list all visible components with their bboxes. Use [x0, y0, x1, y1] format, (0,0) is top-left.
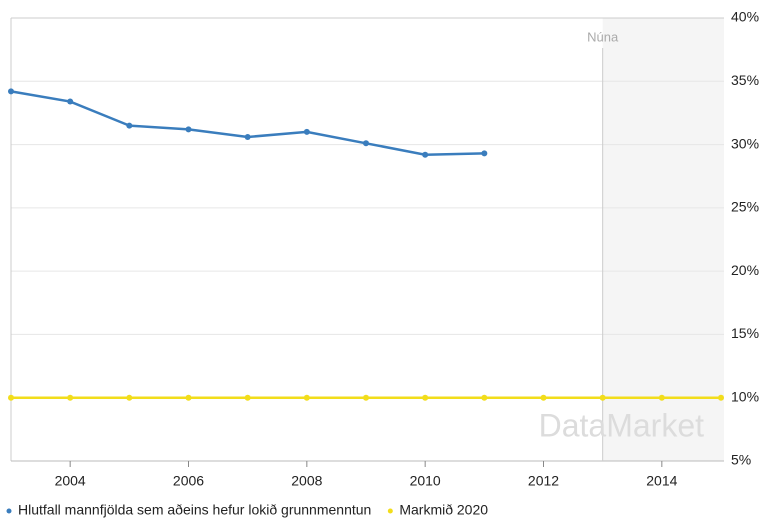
- legend-label: Markmið 2020: [399, 502, 488, 518]
- series-point: [422, 151, 429, 158]
- legend-marker: [6, 508, 12, 514]
- series-point: [185, 394, 192, 401]
- y-tick-label: 35%: [731, 72, 759, 88]
- series-point: [363, 140, 369, 147]
- y-tick-label: 15%: [731, 325, 759, 341]
- series-point: [658, 394, 665, 401]
- series-point: [185, 126, 192, 133]
- series-point: [481, 150, 488, 157]
- series-point: [67, 394, 74, 401]
- series-point: [303, 128, 310, 135]
- series-point: [8, 394, 14, 401]
- series-point: [126, 122, 133, 129]
- now-label: Núna: [587, 29, 619, 44]
- legend-label: Hlutfall mannfjölda sem aðeins hefur lok…: [18, 502, 371, 518]
- series-point: [67, 98, 74, 105]
- series-point: [363, 394, 369, 401]
- series-point: [540, 394, 547, 401]
- series-point: [481, 394, 488, 401]
- series-point: [244, 394, 251, 401]
- future-region: [602, 18, 724, 461]
- x-tick-label: 2008: [291, 473, 322, 489]
- y-tick-label: 30%: [731, 135, 759, 151]
- x-tick-label: 2014: [646, 473, 677, 489]
- x-tick-label: 2004: [55, 473, 86, 489]
- series-point: [8, 88, 14, 95]
- y-tick-label: 10%: [731, 388, 759, 404]
- y-tick-label: 20%: [731, 262, 759, 278]
- series-line: [10, 90, 485, 156]
- x-tick-label: 2012: [528, 473, 559, 489]
- legend-marker: [387, 508, 393, 514]
- series-point: [126, 394, 133, 401]
- x-tick-label: 2010: [410, 473, 441, 489]
- watermark: DataMarket: [539, 407, 705, 443]
- y-tick-label: 25%: [731, 199, 759, 215]
- series-point: [303, 394, 310, 401]
- y-tick-label: 40%: [731, 9, 759, 25]
- series-point: [422, 394, 429, 401]
- series-point: [718, 394, 724, 401]
- x-tick-label: 2006: [173, 473, 204, 489]
- series-point: [244, 133, 251, 140]
- y-tick-label: 5%: [731, 452, 751, 468]
- series-point: [599, 394, 606, 401]
